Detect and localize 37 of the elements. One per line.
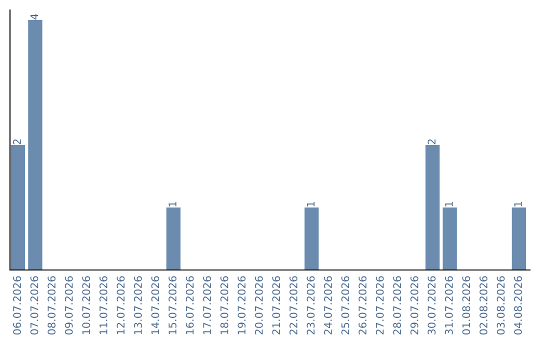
x-tick-label: 28.07.2026 (393, 276, 402, 334)
x-tick-label: 03.08.2026 (496, 276, 505, 335)
x-tick-label: 01.08.2026 (462, 276, 470, 335)
x-tick-label: 22.07.2026 (290, 276, 298, 334)
data-label: 4 (30, 14, 38, 20)
data-label: 1 (168, 202, 176, 206)
x-tick-label: 26.07.2026 (358, 276, 366, 334)
data-label: 2 (13, 139, 21, 144)
x-tick-label: 24.07.2026 (324, 276, 332, 334)
x-tick-label: 31.07.2026 (444, 276, 453, 334)
data-label: 2 (428, 139, 436, 144)
data-label: 1 (306, 202, 315, 206)
x-tick-label: 19.07.2026 (238, 276, 246, 334)
x-tick-label: 07.07.2026 (30, 276, 38, 335)
x-tick-label: 30.07.2026 (428, 276, 436, 334)
x-tick-label: 08.07.2026 (48, 276, 56, 335)
x-tick-label: 14.07.2026 (151, 276, 160, 334)
x-tick-label: 27.07.2026 (376, 276, 384, 334)
x-tick-label: 23.07.2026 (306, 276, 315, 334)
x-tick-label: 25.07.2026 (341, 276, 350, 334)
data-label: 1 (445, 202, 453, 206)
data-label: 1 (514, 202, 522, 206)
x-tick-label: 21.07.2026 (272, 276, 280, 334)
x-tick-label: 18.07.2026 (220, 276, 228, 334)
x-tick-label: 02.08.2026 (480, 276, 488, 335)
x-tick-label: 11.07.2026 (99, 276, 108, 334)
x-tick-label: 09.07.2026 (64, 276, 73, 335)
x-tick-label: 16.07.2026 (186, 276, 194, 334)
x-tick-label: 13.07.2026 (134, 276, 142, 334)
x-tick-label: 20.07.2026 (254, 276, 263, 334)
x-tick-label: 10.07.2026 (82, 276, 90, 334)
x-tick-label: 29.07.2026 (410, 276, 418, 334)
x-tick-label: 15.07.2026 (168, 276, 176, 334)
x-tick-label: 17.07.2026 (203, 276, 212, 334)
x-tick-label: 04.08.2026 (514, 276, 522, 335)
x-tick-label: 12.07.2026 (116, 276, 125, 334)
x-tick-label: 06.07.2026 (13, 276, 21, 335)
